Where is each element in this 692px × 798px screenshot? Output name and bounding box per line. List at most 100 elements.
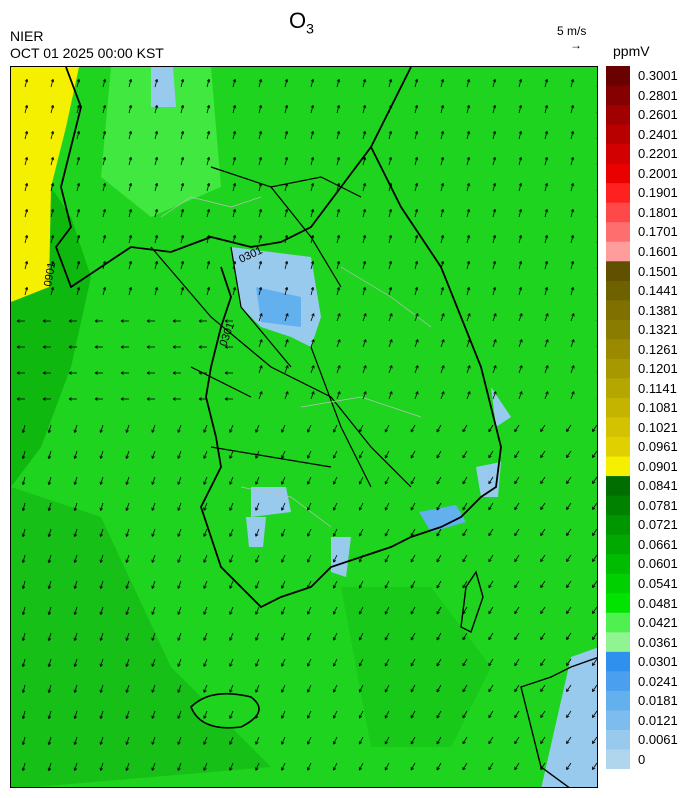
wind-vector (362, 209, 366, 218)
wind-vector-head (414, 131, 419, 135)
wind-vector (566, 502, 572, 510)
wind-vector (414, 261, 418, 270)
wind-vector (48, 502, 52, 511)
wind-vector (284, 79, 288, 88)
wind-vector (151, 502, 156, 511)
wind-vector-head (154, 79, 159, 83)
wind-vector-head (102, 287, 107, 291)
wind-vector (570, 287, 574, 296)
wind-vector (232, 157, 236, 166)
wind-vector-head (255, 481, 259, 485)
wind-vector (362, 131, 366, 140)
wind-vector-head (598, 366, 599, 369)
wind-vector-head (462, 688, 466, 693)
wind-vector-head (258, 287, 263, 291)
legend-swatch (606, 749, 630, 769)
wind-vector (566, 658, 572, 666)
wind-vector-head (384, 637, 389, 641)
wind-vector (388, 157, 392, 166)
wind-vector-head (362, 183, 367, 187)
wind-vector-head (540, 584, 544, 589)
wind-vector-head (384, 715, 389, 719)
wind-vector-head (258, 261, 263, 265)
wind-vector-head (258, 183, 263, 187)
wind-vector (307, 528, 312, 537)
wind-vector (570, 131, 574, 140)
wind-vector-head (598, 314, 599, 317)
wind-vector-head (42, 345, 46, 349)
wind-vector-head (284, 209, 289, 213)
wind-vector (151, 762, 156, 771)
wind-vector-head (50, 235, 55, 239)
wind-vector (126, 710, 130, 719)
wind-vector (488, 502, 494, 511)
wind-vector-head (592, 454, 596, 458)
wind-vector-head (336, 287, 341, 291)
wind-vector (74, 580, 78, 589)
wind-vector-head (592, 662, 596, 666)
wind-vector (154, 131, 158, 140)
wind-vector-head (76, 79, 81, 83)
wind-vector (284, 105, 288, 114)
wind-vector (48, 684, 52, 693)
wind-vector-head (519, 339, 523, 343)
wind-vector (462, 658, 468, 667)
wind-vector (540, 762, 546, 770)
wind-vector (570, 183, 574, 192)
wind-vector (414, 313, 419, 322)
wind-vector (384, 658, 390, 667)
wind-vector-head (151, 455, 155, 459)
wind-vector (544, 183, 548, 192)
wind-vector (74, 606, 78, 615)
wind-vector (126, 528, 130, 537)
legend-swatch (606, 515, 630, 536)
wind-vector (566, 684, 572, 692)
wind-vector (100, 710, 104, 719)
color-legend (606, 66, 630, 769)
wind-vector (518, 157, 522, 166)
wind-vector (48, 632, 52, 641)
wind-vector-head (414, 261, 419, 265)
wind-vector-head (154, 157, 159, 161)
wind-vector-head (229, 507, 233, 511)
wind-vector (514, 684, 520, 693)
wind-vector (518, 131, 522, 140)
wind-vector-head (466, 183, 471, 187)
wind-vector-head (285, 339, 289, 343)
legend-swatch (606, 671, 630, 692)
wind-vector-head (414, 183, 419, 187)
wind-vector (518, 79, 522, 88)
wind-vector-head (596, 106, 597, 108)
wind-vector (258, 209, 262, 218)
wind-vector-head (128, 157, 133, 161)
wind-vector (592, 580, 597, 588)
wind-vector (206, 287, 210, 296)
wind-vector-head (151, 429, 155, 433)
wind-vector (180, 79, 184, 88)
legend-label: 0.1321 (638, 322, 678, 338)
wind-vector-head (203, 611, 207, 615)
wind-vector-head (363, 313, 367, 317)
wind-vector (255, 502, 260, 511)
wind-vector-head (410, 767, 414, 771)
wind-vector-head (206, 105, 211, 109)
wind-vector-head (73, 637, 78, 641)
wind-vector (100, 684, 104, 693)
wind-vector-head (436, 454, 440, 459)
wind-vector-head (592, 532, 596, 536)
wind-vector-head (462, 766, 466, 771)
wind-vector-head (363, 391, 367, 395)
wind-vector-head (488, 662, 492, 667)
wind-vector (466, 339, 471, 348)
wind-vector (180, 183, 184, 192)
legend-label: 0.2401 (638, 126, 678, 142)
wind-vector (518, 209, 522, 218)
wind-vector-head (596, 158, 597, 160)
wind-vector-head (488, 766, 492, 771)
wind-vector (436, 554, 442, 563)
wind-vector (488, 450, 494, 459)
wind-vector (258, 79, 262, 88)
wind-vector (203, 658, 208, 667)
wind-vector (48, 762, 52, 771)
wind-vector-head (47, 767, 52, 771)
